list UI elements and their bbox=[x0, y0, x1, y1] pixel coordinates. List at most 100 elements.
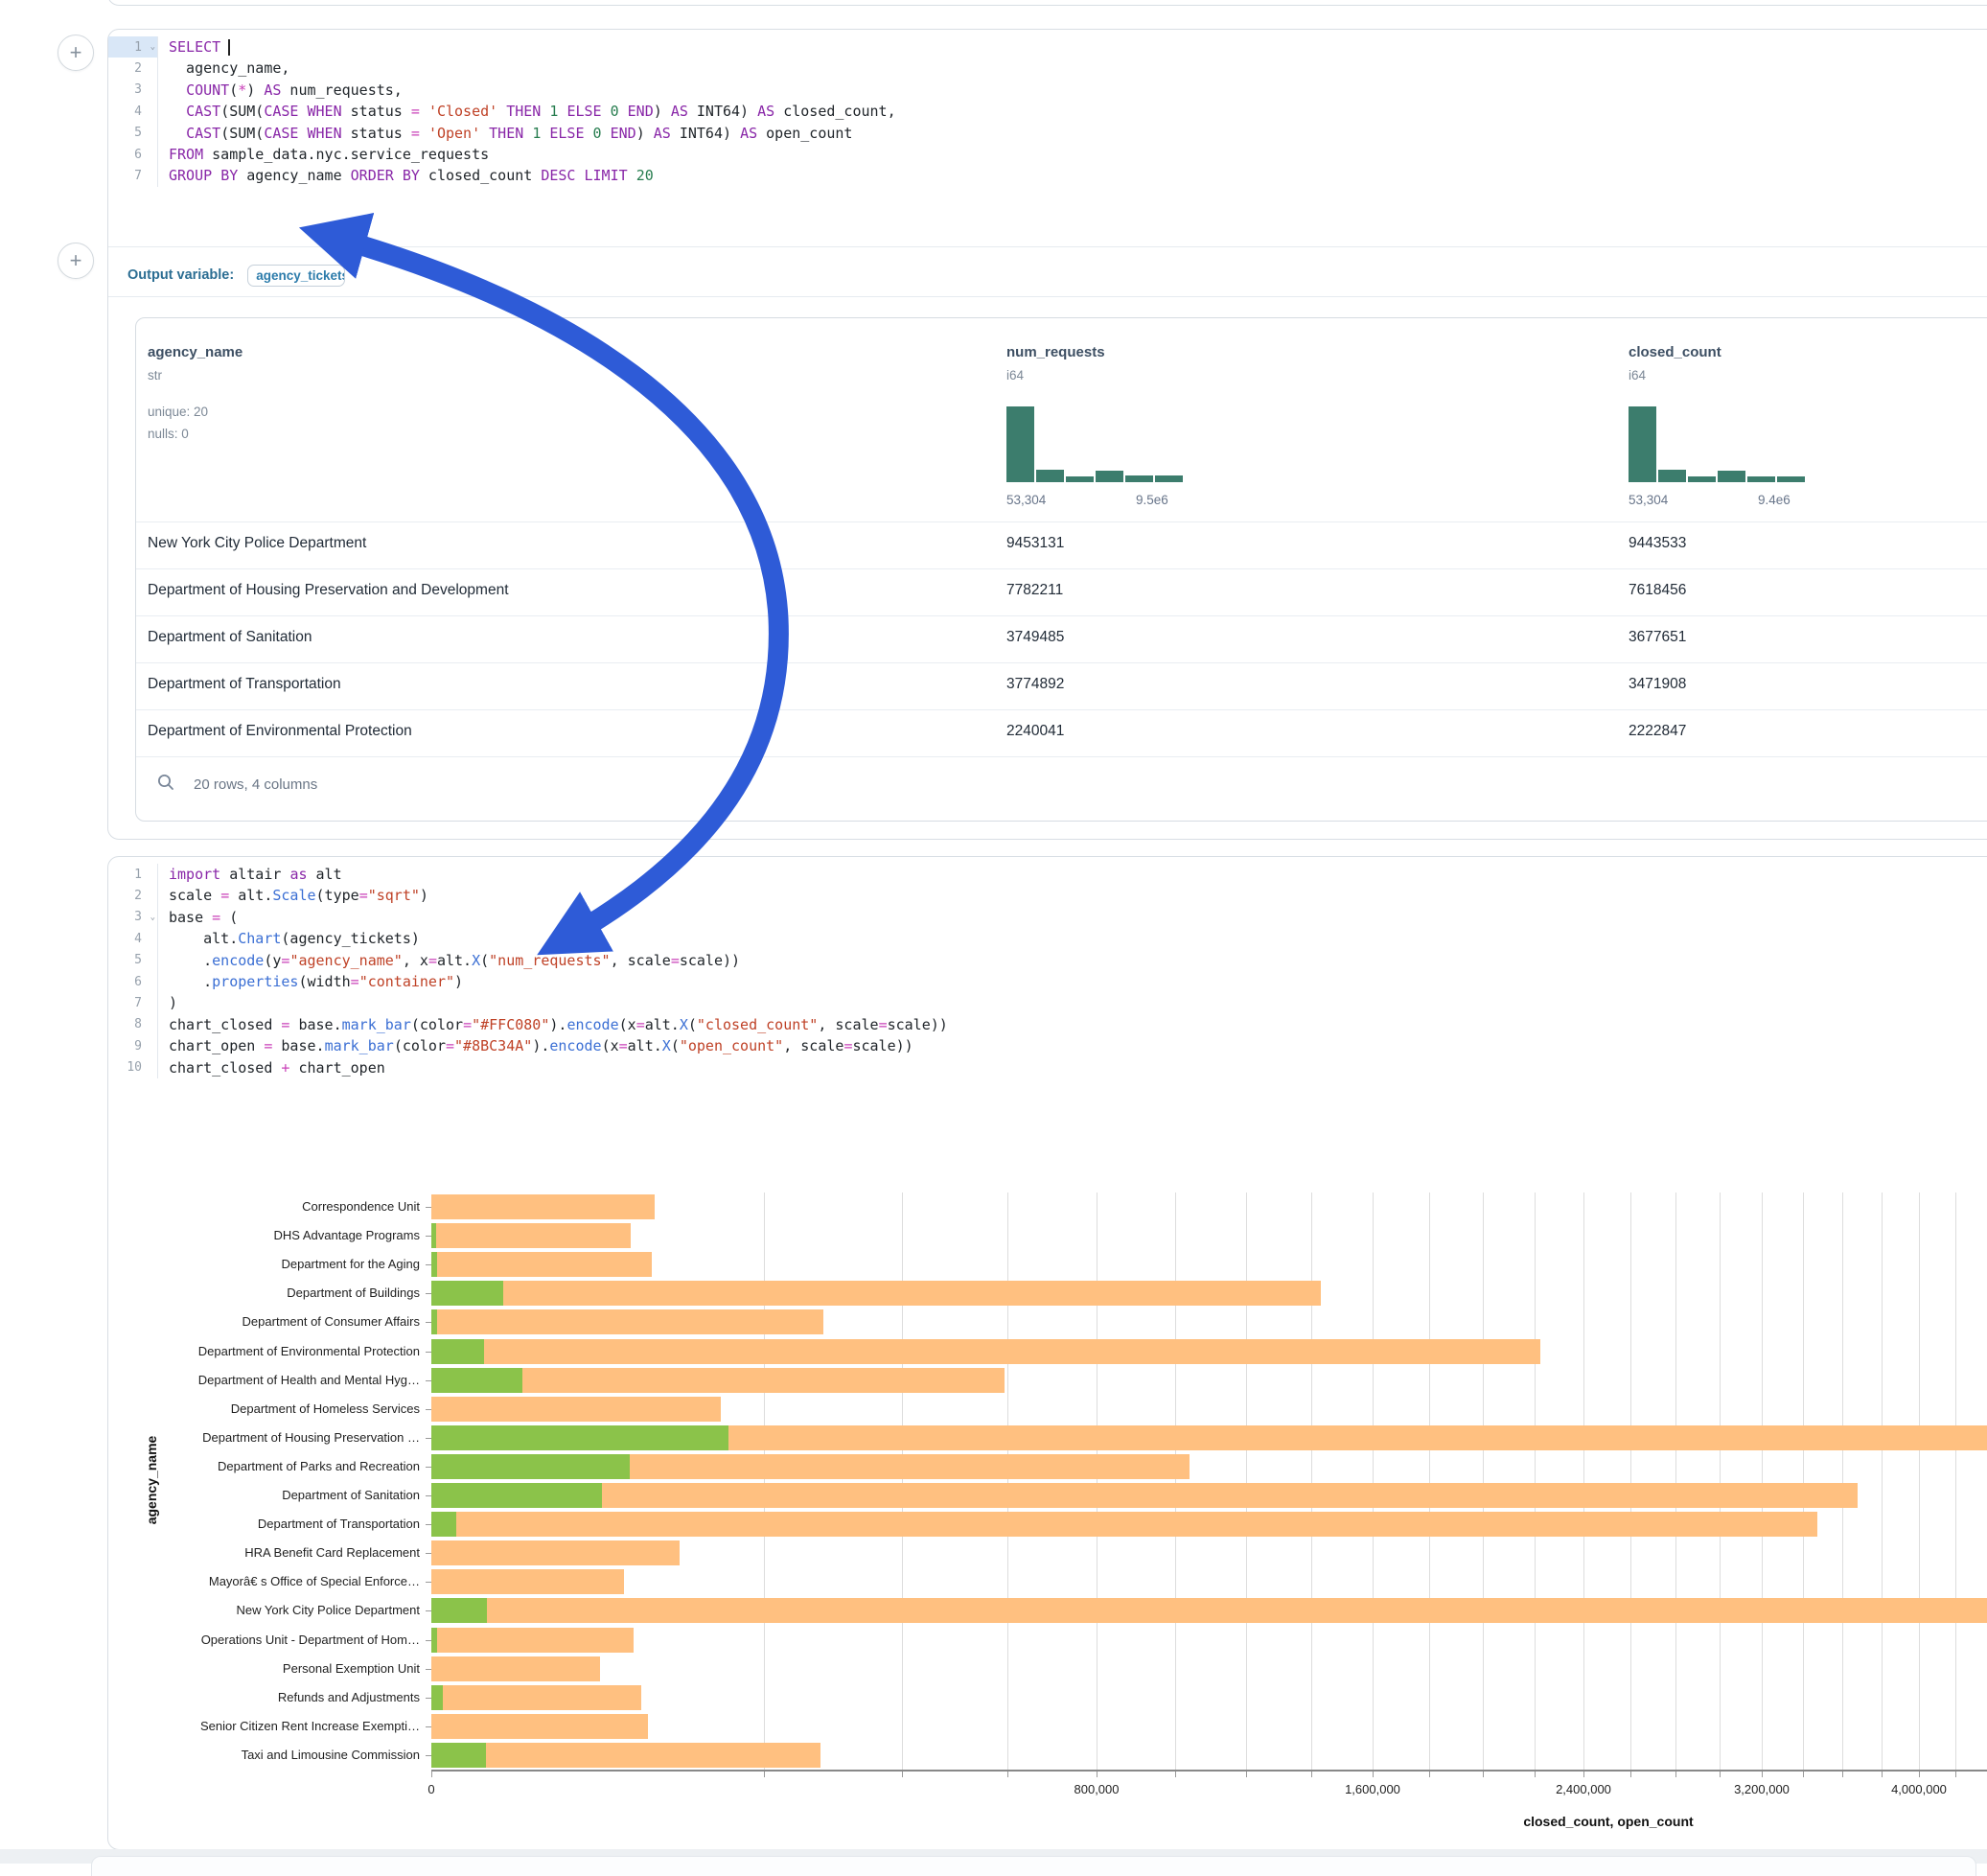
line-number: 9 bbox=[108, 1035, 158, 1056]
fold-chevron-icon[interactable]: ⌄ bbox=[150, 913, 155, 922]
previous-cell-edge bbox=[107, 0, 1987, 6]
gridline bbox=[1630, 1193, 1631, 1770]
x-axis-tick bbox=[1955, 1772, 1956, 1777]
y-axis-label: HRA Benefit Card Replacement bbox=[113, 1545, 420, 1560]
closed-count-bar bbox=[431, 1194, 655, 1219]
line-number: 1 bbox=[108, 864, 158, 885]
code-text: base = ( bbox=[158, 907, 238, 928]
table-cell: 7782211 bbox=[1006, 582, 1063, 599]
closed-count-bar bbox=[431, 1656, 600, 1681]
sql-editor[interactable]: 1⌄SELECT2 agency_name,3 COUNT(*) AS num_… bbox=[108, 30, 1987, 187]
x-axis-tick bbox=[1803, 1772, 1804, 1777]
y-axis-label: Personal Exemption Unit bbox=[113, 1661, 420, 1676]
output-variable-row-divider bbox=[108, 296, 1987, 297]
line-number: 5 bbox=[108, 950, 158, 971]
histogram-bar bbox=[1155, 475, 1183, 482]
table-cell: 3774892 bbox=[1006, 676, 1064, 693]
x-axis-tick bbox=[1720, 1772, 1721, 1777]
y-axis-label: Department of Parks and Recreation bbox=[113, 1459, 420, 1473]
python-line-1[interactable]: 1import altair as alt bbox=[108, 864, 1987, 885]
y-axis-label: New York City Police Department bbox=[113, 1603, 420, 1617]
closed-count-bar bbox=[431, 1685, 641, 1710]
code-text: .properties(width="container") bbox=[158, 971, 463, 992]
gridline bbox=[1373, 1193, 1374, 1770]
code-text: import altair as alt bbox=[158, 864, 342, 885]
closed-count-bar bbox=[431, 1252, 652, 1277]
python-line-6[interactable]: 6 .properties(width="container") bbox=[108, 971, 1987, 992]
gridline bbox=[1429, 1193, 1430, 1770]
python-editor[interactable]: 1import altair as alt2scale = alt.Scale(… bbox=[108, 857, 1987, 1078]
search-icon[interactable] bbox=[157, 774, 174, 795]
sql-line-5[interactable]: 5 CAST(SUM(CASE WHEN status = 'Open' THE… bbox=[108, 123, 1987, 144]
column-header-agency_name[interactable]: agency_name bbox=[148, 344, 243, 360]
code-text: alt.Chart(agency_tickets) bbox=[158, 928, 420, 949]
code-text: .encode(y="agency_name", x=alt.X("num_re… bbox=[158, 950, 740, 971]
gridline bbox=[1246, 1193, 1247, 1770]
python-line-8[interactable]: 8chart_closed = base.mark_bar(color="#FF… bbox=[108, 1014, 1987, 1035]
add-cell-button-middle[interactable]: + bbox=[58, 243, 94, 279]
output-variable-label: Output variable: bbox=[127, 267, 234, 283]
output-variable-chip[interactable]: agency_tickets bbox=[247, 265, 345, 287]
python-line-4[interactable]: 4 alt.Chart(agency_tickets) bbox=[108, 928, 1987, 949]
code-text: GROUP BY agency_name ORDER BY closed_cou… bbox=[158, 165, 654, 186]
x-axis-tick bbox=[1246, 1772, 1247, 1777]
open-count-bar bbox=[431, 1454, 630, 1479]
y-axis-label: Department of Housing Preservation … bbox=[113, 1430, 420, 1445]
histogram-bar bbox=[1777, 476, 1805, 482]
table-row[interactable]: Department of Transportation 3774892 34719… bbox=[136, 662, 1987, 709]
y-axis-label: DHS Advantage Programs bbox=[113, 1228, 420, 1242]
table-row[interactable]: Department of Sanitation37494853677651 bbox=[136, 615, 1987, 662]
x-axis-tick bbox=[1007, 1772, 1008, 1777]
table-cell: Department of Transportation bbox=[148, 676, 341, 693]
sql-line-7[interactable]: 7GROUP BY agency_name ORDER BY closed_co… bbox=[108, 165, 1987, 186]
python-line-9[interactable]: 9chart_open = base.mark_bar(color="#8BC3… bbox=[108, 1035, 1987, 1056]
y-axis-label: Department of Buildings bbox=[113, 1285, 420, 1300]
table-row[interactable]: Department of Environmental Protection22… bbox=[136, 709, 1987, 756]
column-histogram-num_requests bbox=[1006, 406, 1183, 482]
open-count-bar bbox=[431, 1252, 437, 1277]
column-header-closed_count[interactable]: closed_count bbox=[1629, 344, 1721, 360]
line-number: 3 bbox=[108, 80, 158, 101]
closed-count-bar bbox=[431, 1483, 1858, 1508]
open-count-bar bbox=[431, 1483, 602, 1508]
python-line-7[interactable]: 7) bbox=[108, 992, 1987, 1013]
histogram-bar bbox=[1066, 476, 1094, 482]
table-row[interactable]: Department of Housing Preservation and D… bbox=[136, 568, 1987, 615]
x-axis-tick bbox=[1919, 1772, 1920, 1777]
code-text: COUNT(*) AS num_requests, bbox=[158, 80, 403, 101]
sql-line-3[interactable]: 3 COUNT(*) AS num_requests, bbox=[108, 80, 1987, 101]
open-count-bar bbox=[431, 1309, 437, 1334]
closed-count-bar bbox=[431, 1714, 648, 1739]
column-histogram-closed_count bbox=[1629, 406, 1805, 482]
histogram-min-label: 53,304 bbox=[1006, 493, 1046, 507]
code-text: ) bbox=[158, 992, 177, 1013]
python-line-2[interactable]: 2scale = alt.Scale(type="sqrt") bbox=[108, 885, 1987, 906]
histogram-bar bbox=[1629, 406, 1656, 482]
python-cell-panel: 1import altair as alt2scale = alt.Scale(… bbox=[107, 856, 1987, 1850]
add-cell-button-top[interactable]: + bbox=[58, 35, 94, 71]
table-cell: 3471908 bbox=[1629, 676, 1686, 693]
y-axis-label: Refunds and Adjustments bbox=[113, 1690, 420, 1704]
histogram-bar bbox=[1747, 476, 1775, 482]
table-row[interactable]: New York City Police Department945313194… bbox=[136, 521, 1987, 568]
x-axis-tick bbox=[431, 1772, 432, 1777]
output-variable-row: Output variable: agency_tickets bbox=[108, 254, 1987, 296]
x-axis-tick bbox=[1311, 1772, 1312, 1777]
fold-chevron-icon[interactable]: ⌄ bbox=[150, 42, 155, 52]
python-line-5[interactable]: 5 .encode(y="agency_name", x=alt.X("num_… bbox=[108, 950, 1987, 971]
closed-count-bar bbox=[431, 1512, 1817, 1537]
x-axis-tick bbox=[764, 1772, 765, 1777]
sql-line-1[interactable]: 1⌄SELECT bbox=[108, 36, 1987, 58]
closed-count-bar bbox=[431, 1309, 823, 1334]
sql-line-4[interactable]: 4 CAST(SUM(CASE WHEN status = 'Closed' T… bbox=[108, 101, 1987, 122]
table-cell: 2240041 bbox=[1006, 723, 1064, 740]
x-axis-tick-label: 800,000 bbox=[1074, 1782, 1120, 1796]
histogram-bar bbox=[1718, 471, 1745, 482]
y-axis-label: Department of Sanitation bbox=[113, 1488, 420, 1502]
sql-line-2[interactable]: 2 agency_name, bbox=[108, 58, 1987, 79]
gridline bbox=[1919, 1193, 1920, 1770]
python-line-10[interactable]: 10chart_closed + chart_open bbox=[108, 1057, 1987, 1078]
sql-line-6[interactable]: 6FROM sample_data.nyc.service_requests bbox=[108, 144, 1987, 165]
column-header-num_requests[interactable]: num_requests bbox=[1006, 344, 1105, 360]
python-line-3[interactable]: 3⌄base = ( bbox=[108, 907, 1987, 928]
